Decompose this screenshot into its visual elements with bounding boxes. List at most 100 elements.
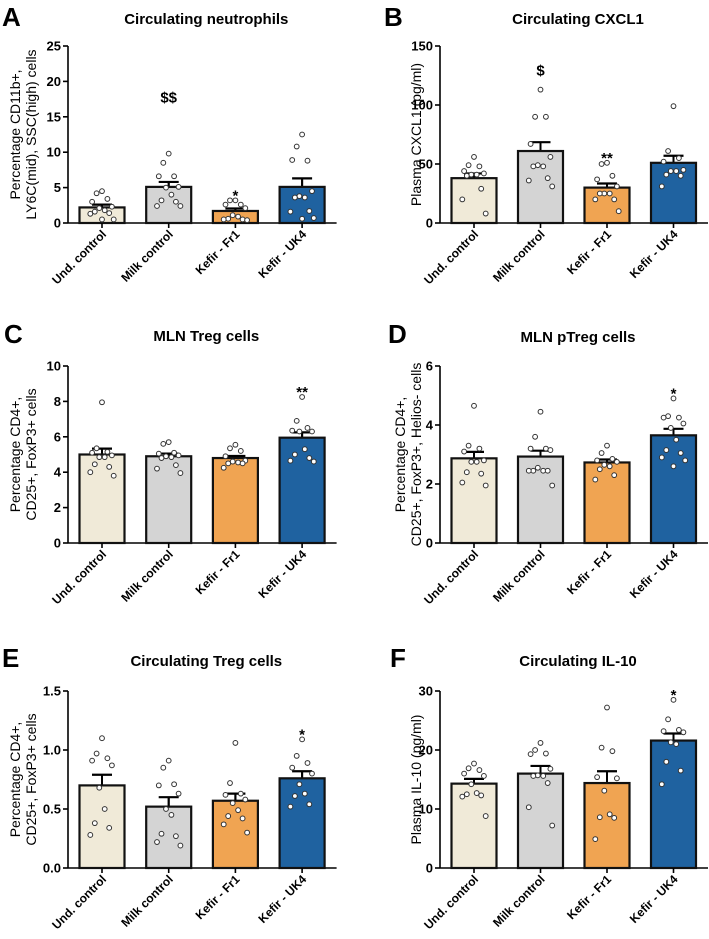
chart-title: MLN Treg cells xyxy=(153,328,259,345)
data-point xyxy=(177,470,184,476)
data-point xyxy=(232,740,239,746)
data-point xyxy=(667,739,674,746)
data-point xyxy=(598,450,605,456)
x-tick-label: Kefir - Fr1 xyxy=(564,547,614,597)
data-point xyxy=(525,804,532,811)
y-tick-label: 10 xyxy=(47,145,61,160)
data-point xyxy=(229,800,236,806)
data-point xyxy=(676,155,682,162)
data-point xyxy=(155,450,162,457)
data-point xyxy=(306,208,313,214)
y-tick-label: 20 xyxy=(419,743,433,758)
data-point xyxy=(177,842,184,849)
data-point xyxy=(463,469,470,476)
data-point xyxy=(594,176,600,183)
data-point xyxy=(287,208,294,215)
data-point xyxy=(604,704,610,711)
data-point xyxy=(532,433,538,440)
data-point xyxy=(87,469,94,476)
x-tick-label: Milk control xyxy=(118,227,176,285)
data-point xyxy=(292,451,298,458)
data-point xyxy=(547,154,554,160)
data-point xyxy=(293,417,300,424)
data-point xyxy=(106,463,113,470)
data-point xyxy=(292,793,298,799)
data-point xyxy=(310,215,317,221)
data-point xyxy=(465,765,472,772)
data-point xyxy=(478,792,485,799)
data-point xyxy=(168,454,175,461)
data-point xyxy=(222,791,229,798)
data-point xyxy=(478,185,485,192)
bar-und-control xyxy=(78,784,126,870)
data-point xyxy=(299,736,306,743)
data-point xyxy=(670,103,677,110)
data-point xyxy=(596,814,603,821)
data-point xyxy=(665,148,671,154)
data-point xyxy=(301,446,308,453)
bar-milk-control xyxy=(145,805,193,870)
data-point xyxy=(220,216,227,223)
data-point xyxy=(676,414,682,421)
data-point xyxy=(239,460,246,467)
chart-title: Circulating CXCL1 xyxy=(512,11,644,28)
data-point xyxy=(299,215,306,222)
data-point xyxy=(109,203,115,210)
data-point xyxy=(611,196,618,203)
data-point xyxy=(244,829,251,836)
chart-title: Circulating Treg cells xyxy=(130,653,282,670)
chart-title: Circulating neutrophils xyxy=(124,11,288,28)
data-point xyxy=(165,150,172,157)
data-point xyxy=(544,175,551,182)
data-point xyxy=(658,781,665,788)
panel-letter: D xyxy=(388,319,407,349)
x-tick-label: Und. control xyxy=(421,547,481,607)
y-tick-label: 25 xyxy=(47,39,61,54)
y-tick-label: 0 xyxy=(54,216,61,231)
significance-marker: $$ xyxy=(160,90,177,107)
panel-letter: C xyxy=(4,319,23,349)
data-point xyxy=(482,813,489,819)
data-point xyxy=(175,790,182,797)
panel-f: F Circulating IL-10 Plasma IL-10 (pg/ml) 0 1… xyxy=(390,643,708,932)
data-point xyxy=(476,445,483,452)
data-point xyxy=(465,442,472,449)
y-tick-label: 15 xyxy=(47,109,61,124)
data-point xyxy=(543,113,549,120)
data-point xyxy=(165,439,172,446)
y-tick-label: 150 xyxy=(411,39,433,54)
data-point xyxy=(481,773,487,779)
x-tick-label: Kefir - UK4 xyxy=(627,227,681,281)
data-point xyxy=(606,463,613,470)
data-point xyxy=(459,479,466,486)
y-tick-label: 0 xyxy=(426,536,433,551)
data-point xyxy=(154,465,160,472)
data-point xyxy=(606,190,613,197)
data-point xyxy=(614,183,620,190)
data-point xyxy=(663,171,670,178)
data-point xyxy=(478,470,485,477)
data-point xyxy=(232,197,239,204)
data-point xyxy=(606,811,613,818)
data-point xyxy=(173,198,179,205)
data-point xyxy=(537,86,544,93)
bar-und-control xyxy=(78,453,126,545)
data-point xyxy=(660,158,667,165)
significance-marker: $ xyxy=(536,63,545,80)
data-point xyxy=(549,183,556,190)
data-point xyxy=(168,812,175,818)
data-point xyxy=(104,196,111,202)
data-point xyxy=(658,183,665,190)
bar-milk-control xyxy=(145,455,193,545)
data-point xyxy=(306,801,313,808)
bar-kefir-fr1 xyxy=(583,781,631,870)
data-point xyxy=(530,163,537,170)
data-point xyxy=(306,455,313,461)
data-point xyxy=(227,780,233,786)
data-point xyxy=(473,458,480,465)
data-point xyxy=(463,791,470,798)
panel-c: C MLN Treg cells Percentage CD4+, CD25+, Fo… xyxy=(4,319,337,607)
y-tick-label: 0 xyxy=(54,536,61,551)
bar-milk-control xyxy=(516,455,565,545)
data-point xyxy=(459,196,466,203)
